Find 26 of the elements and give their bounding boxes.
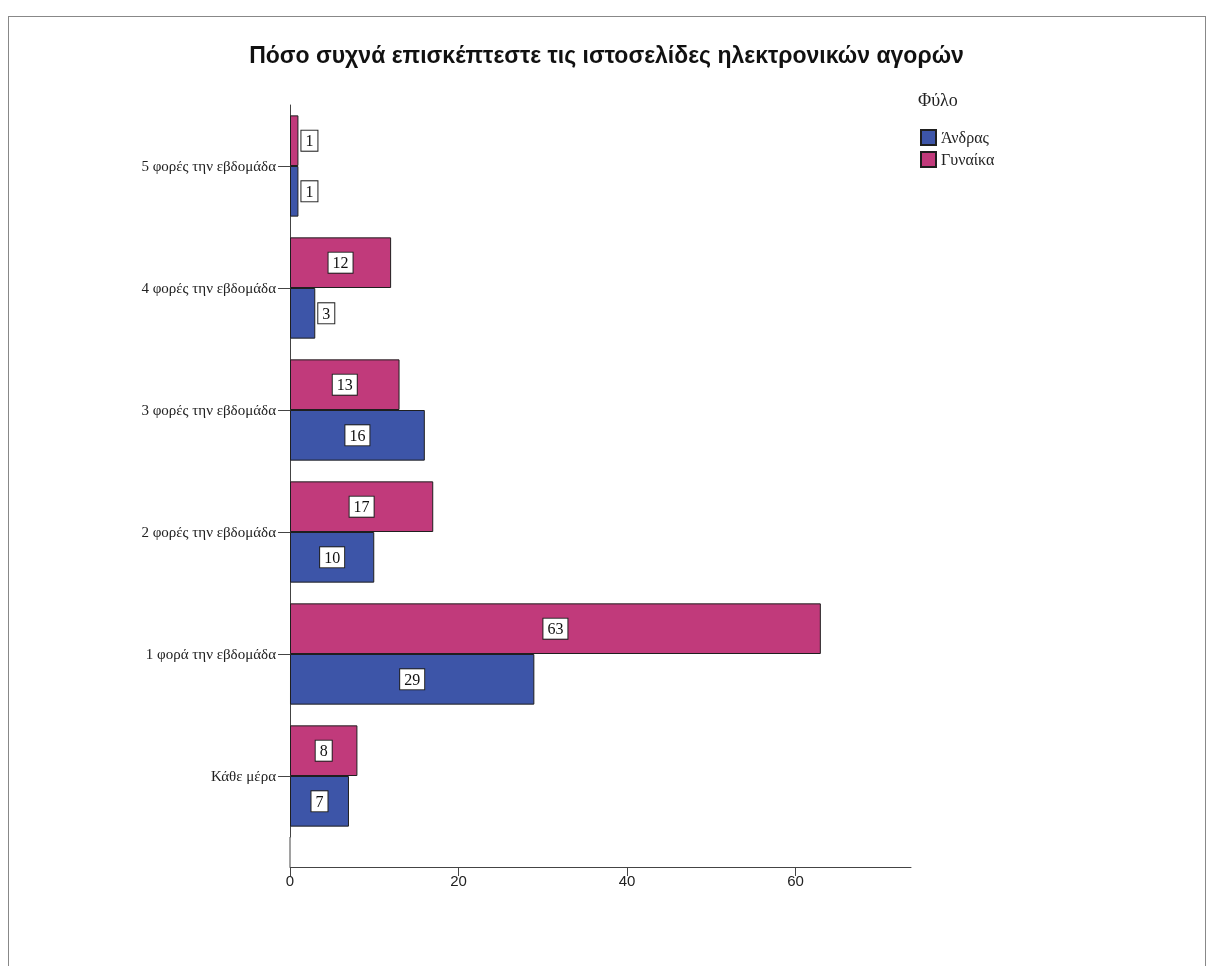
data-label: 17 <box>353 498 370 516</box>
y-tick-label: 5 φορές την εβδομάδα <box>141 158 277 174</box>
data-label: 63 <box>547 620 564 638</box>
x-tick-label: 20 <box>450 872 467 889</box>
y-tick-label: Κάθε μέρα <box>210 768 277 784</box>
x-tick-label: 0 <box>285 872 295 889</box>
y-tick-label: 4 φορές την εβδομάδα <box>141 280 277 296</box>
data-label: 12 <box>332 254 349 272</box>
data-label: 10 <box>324 548 341 566</box>
chart-title: Πόσο συχνά επισκέπτεστε τις ιστοσελίδες ηλεκτρονικών αγορών <box>249 41 964 68</box>
x-tick-label: 60 <box>787 872 804 889</box>
data-label: 8 <box>319 742 328 760</box>
legend-label: Γυναίκα <box>941 151 996 168</box>
data-label: 13 <box>336 376 353 394</box>
data-label: 1 <box>305 132 314 150</box>
data-label: 29 <box>404 670 421 688</box>
y-tick-label: 2 φορές την εβδομάδα <box>141 524 277 540</box>
data-label: 3 <box>322 304 331 322</box>
legend-title: Φύλο <box>918 90 958 110</box>
data-label: 1 <box>305 182 314 200</box>
x-tick-label: 40 <box>618 872 636 889</box>
data-label: 16 <box>349 426 366 444</box>
legend-label: Άνδρας <box>941 129 990 147</box>
data-label: 7 <box>315 792 324 810</box>
y-tick-label: 1 φορά την εβδομάδα <box>145 646 277 662</box>
y-tick-label: 3 φορές την εβδομάδα <box>141 402 277 418</box>
